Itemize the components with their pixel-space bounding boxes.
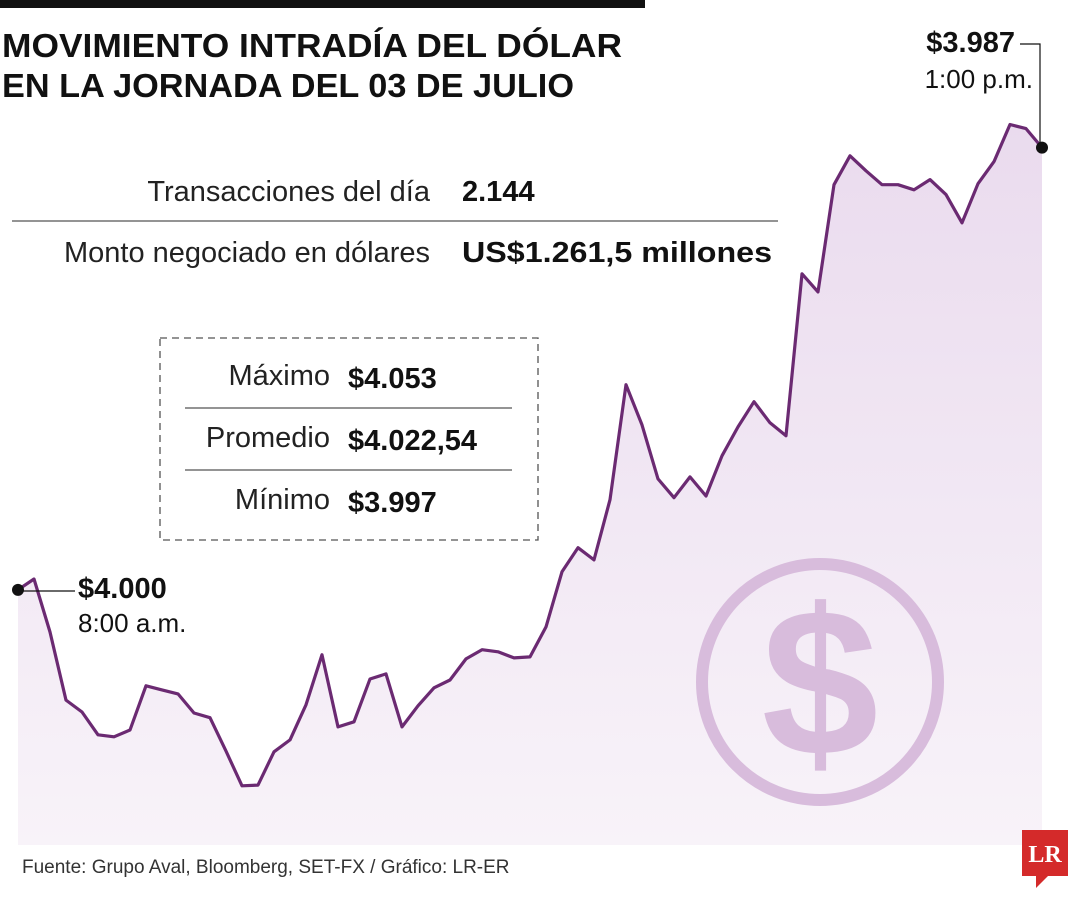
start-value: $4.000 bbox=[78, 573, 167, 605]
summary-value: $4.022,54 bbox=[348, 425, 477, 457]
logo-text: LR bbox=[1028, 842, 1062, 868]
svg-text:$: $ bbox=[762, 565, 879, 800]
start-dot bbox=[12, 583, 24, 596]
stat-value: US$1.261,5 millones bbox=[462, 237, 772, 269]
title-line: MOVIMIENTO INTRADÍA DEL DÓLAR bbox=[2, 27, 622, 64]
plot bbox=[17, 122, 1044, 845]
summary-label: Mínimo bbox=[235, 484, 330, 516]
dollar-icon: $ bbox=[696, 558, 944, 806]
leader-line bbox=[1020, 43, 1041, 146]
area bbox=[18, 124, 1042, 845]
logo: LR bbox=[1022, 830, 1068, 888]
title-line: EN LA JORNADA DEL 03 DE JULIO bbox=[2, 67, 574, 104]
summary-value: $4.053 bbox=[348, 363, 437, 395]
top-bar bbox=[0, 0, 645, 8]
end-dot bbox=[1036, 141, 1048, 154]
summary-label: Promedio bbox=[206, 422, 330, 454]
stat-label: Monto negociado en dólares bbox=[64, 237, 430, 269]
summary-label: Máximo bbox=[228, 360, 330, 392]
start-time: 8:00 a.m. bbox=[78, 608, 186, 638]
stat-value: 2.144 bbox=[462, 176, 535, 208]
end-time: 1:00 p.m. bbox=[925, 64, 1033, 94]
price-line bbox=[17, 122, 1044, 788]
summary-box bbox=[159, 337, 539, 541]
source: Fuente: Grupo Aval, Bloomberg, SET-FX / … bbox=[22, 857, 510, 878]
stat-label: Transacciones del día bbox=[147, 176, 431, 208]
summary-value: $3.997 bbox=[348, 487, 437, 519]
end-value: $3.987 bbox=[926, 27, 1015, 59]
